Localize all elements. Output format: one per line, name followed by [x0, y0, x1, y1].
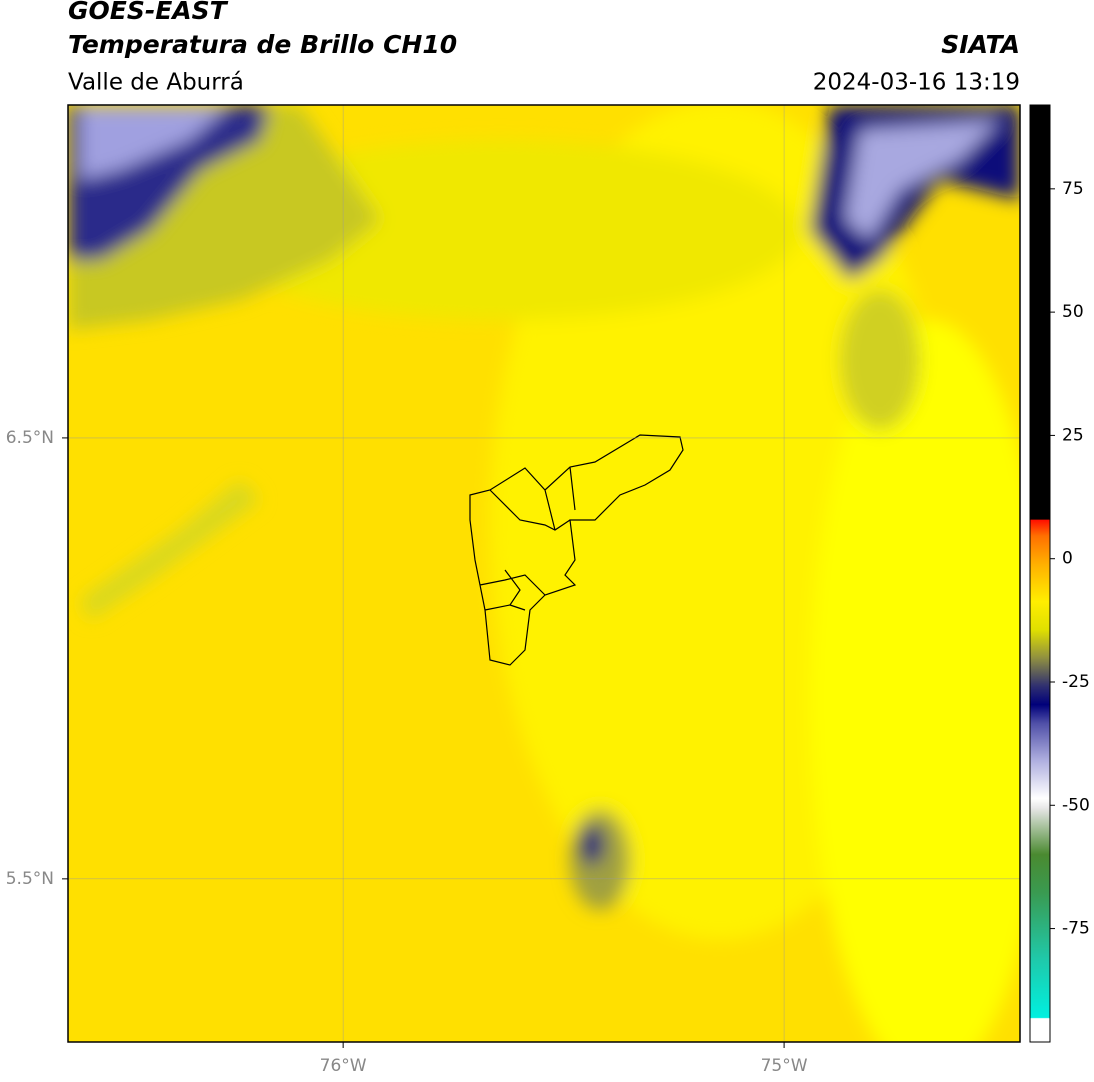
datetime: 2024-03-16 13:19 [813, 70, 1020, 96]
colorbar-tick-label: -75 [1062, 919, 1090, 939]
region: Valle de Aburrá [68, 70, 244, 96]
colorbar-tick-label: 0 [1062, 549, 1073, 569]
lon-tick-label: 75°W [761, 1056, 808, 1076]
lat-tick-label: 6.5°N [6, 428, 54, 448]
subtitle: Temperatura de Brillo CH10 [68, 30, 457, 59]
grid [68, 105, 1020, 1042]
colorbar-tick-label: 75 [1062, 179, 1084, 199]
colorbar-tick-label: 50 [1062, 302, 1084, 322]
valley-outline [469, 434, 684, 666]
satellite-image [68, 105, 1020, 1042]
lon-tick-label: 76°W [320, 1056, 367, 1076]
lat-tick-label: 5.5°N [6, 869, 54, 889]
colorbar-tick-label: -25 [1062, 672, 1090, 692]
source: SIATA [941, 30, 1020, 59]
map-frame [67, 104, 1021, 1043]
colorbar-tick-label: 25 [1062, 425, 1084, 445]
colorbar-tick-label: -50 [1062, 795, 1090, 815]
title: GOES-EAST [68, 0, 229, 25]
colorbar [1029, 104, 1051, 1043]
